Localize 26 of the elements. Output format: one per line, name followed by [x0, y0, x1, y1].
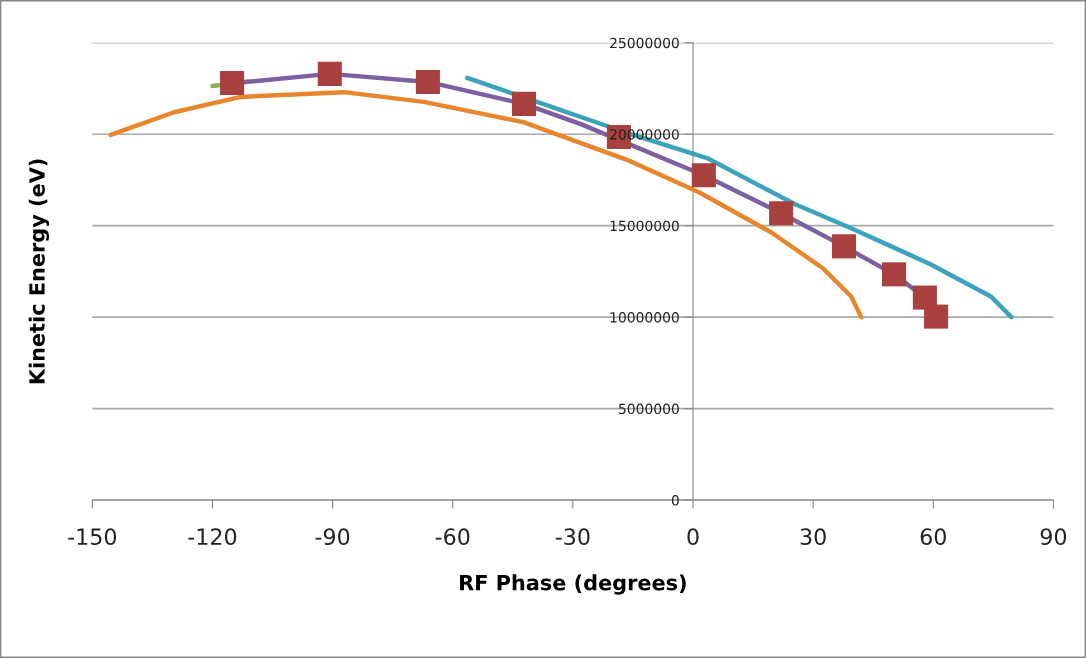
y-tick-label: 15000000 — [610, 220, 679, 232]
y-tick-label: 20000000 — [610, 129, 679, 140]
x-tick-label: 30 — [800, 528, 826, 546]
x-tick-label: -30 — [555, 528, 590, 546]
x-tick-label: -60 — [435, 528, 470, 546]
y-tick-label: 5000000 — [619, 403, 679, 415]
point — [317, 61, 342, 86]
x-tick-label: -150 — [68, 528, 117, 546]
x-tick-label: -120 — [188, 528, 237, 546]
point — [691, 163, 716, 188]
x-axis-title: RF Phase (degrees) — [460, 574, 686, 595]
point — [415, 69, 440, 94]
x-tick-label: -90 — [315, 528, 350, 546]
point — [511, 91, 537, 116]
point — [831, 234, 857, 259]
y-tick-label: 25000000 — [610, 37, 679, 49]
y-tick-label: 0 — [671, 495, 679, 506]
point — [220, 70, 245, 96]
point — [882, 262, 907, 287]
x-tick-label: 90 — [1040, 528, 1067, 546]
x-tick-label: 60 — [920, 528, 946, 546]
y-axis-title: Kinetic Energy (eV) — [28, 159, 50, 384]
point — [924, 304, 949, 329]
y-tick-label: 10000000 — [610, 312, 679, 323]
point — [769, 201, 794, 226]
x-tick-label: 0 — [687, 528, 699, 546]
